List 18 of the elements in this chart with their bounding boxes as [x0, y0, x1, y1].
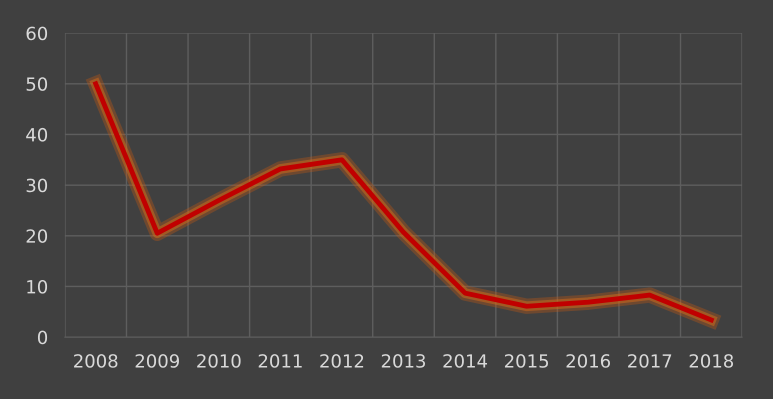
y-tick-label: 30: [26, 178, 48, 192]
x-tick-label: 2014: [443, 354, 488, 368]
y-tick-label: 60: [26, 26, 48, 40]
x-tick-label: 2010: [197, 354, 241, 368]
y-tick-label: 10: [27, 280, 48, 294]
x-tick-label: 2012: [320, 354, 364, 368]
y-tick-label: 50: [26, 77, 48, 91]
x-tick-label: 2011: [258, 354, 302, 368]
x-tick-label: 2008: [74, 354, 118, 368]
x-tick-label: 2018: [690, 354, 734, 368]
x-tick-label: 2009: [136, 354, 179, 368]
y-tick-label: 20: [26, 229, 48, 243]
y-tick-label: 0: [38, 330, 48, 344]
y-tick-label: 40: [26, 128, 48, 142]
x-tick-label: 2017: [628, 354, 672, 368]
x-tick-label: 2013: [382, 354, 426, 368]
x-tick-label: 2015: [504, 354, 548, 368]
x-tick-label: 2016: [566, 354, 610, 368]
